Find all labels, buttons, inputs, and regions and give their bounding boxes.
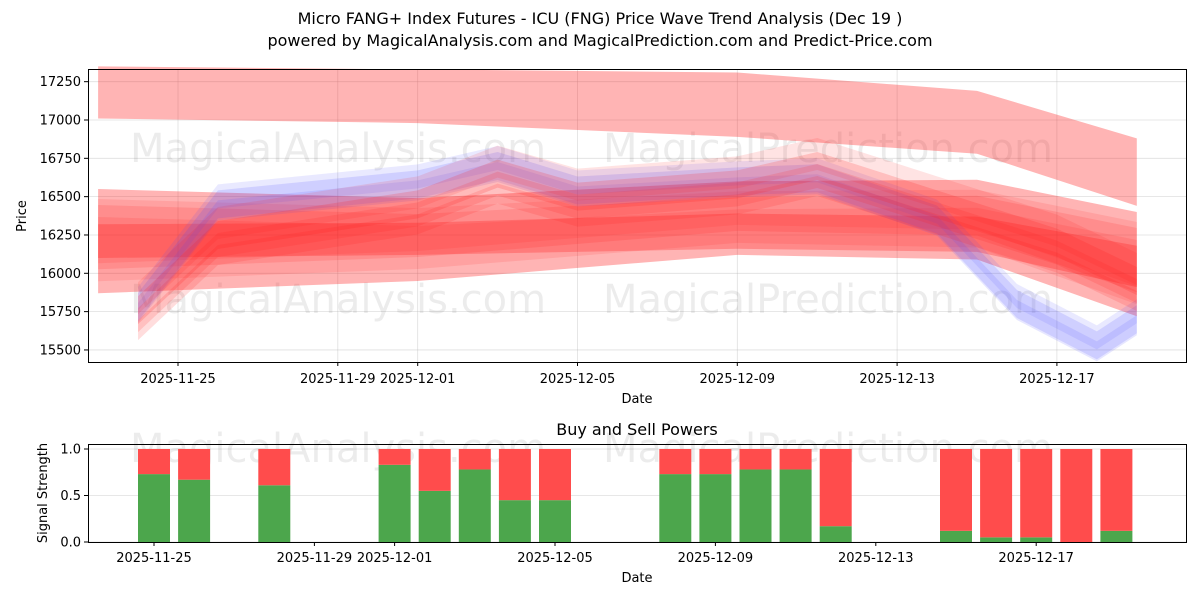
x-tick-label: 2025-11-29 <box>300 372 376 387</box>
main-watermarks: MagicalAnalysis.com MagicalPrediction.com… <box>130 126 1053 323</box>
x-tick-label: 2025-12-05 <box>517 551 593 566</box>
price-y-axis: 15500 15750 16000 16250 16500 16750 17000 17250 <box>40 75 88 358</box>
sell-bar <box>739 449 772 470</box>
buy-bar <box>458 469 491 542</box>
x-tick-label: 2025-11-25 <box>140 372 216 387</box>
x-tick-label: 2025-11-29 <box>277 551 353 566</box>
x-tick-label: 2025-12-09 <box>700 372 776 387</box>
sell-bar <box>178 449 211 480</box>
x-tick-label: 2025-12-01 <box>357 551 433 566</box>
svg-text:MagicalAnalysis.com: MagicalAnalysis.com <box>130 126 546 172</box>
x-tick-label: 2025-12-17 <box>998 551 1074 566</box>
y-tick-label: 15500 <box>40 343 81 358</box>
buy-bar <box>739 469 772 542</box>
sell-bar <box>659 449 692 475</box>
buy-bar <box>378 464 411 542</box>
sell-bar <box>699 449 732 475</box>
y-tick-label: 16250 <box>40 228 81 243</box>
date-x-axis: 2025-11-25 2025-11-29 2025-12-01 2025-12-05… <box>140 362 1095 387</box>
main-grid <box>89 70 1186 362</box>
buy-bar <box>659 474 692 542</box>
y-tick-label: 16750 <box>40 152 81 167</box>
sell-bar <box>1020 449 1053 538</box>
buy-bar <box>1020 537 1053 542</box>
price-wave-bands <box>98 66 1137 362</box>
sell-bar <box>458 449 491 470</box>
buy-bar <box>699 474 732 542</box>
sell-bar <box>258 449 291 486</box>
buy-bar <box>498 500 531 542</box>
chart-subtitle: powered by MagicalAnalysis.com and Magic… <box>267 31 933 50</box>
svg-text:MagicalPrediction.com: MagicalPrediction.com <box>603 126 1053 172</box>
signal-y-axis: 0.0 0.5 1.0 <box>60 443 88 551</box>
y-tick-label: 15750 <box>40 305 81 320</box>
buy-sell-bars <box>138 449 1133 542</box>
sell-bar <box>498 449 531 501</box>
main-y-label: Price <box>15 200 30 232</box>
sell-bar <box>1060 449 1093 542</box>
x-tick-label: 2025-11-25 <box>116 551 192 566</box>
buy-bar <box>980 537 1013 542</box>
y-tick-label: 16500 <box>40 190 81 205</box>
buy-bar <box>1100 530 1133 542</box>
buy-bar <box>940 530 972 542</box>
y-tick-label: 0.5 <box>60 489 81 504</box>
sell-bar <box>819 449 852 527</box>
buy-bar <box>258 485 291 542</box>
x-tick-label: 2025-12-13 <box>838 551 914 566</box>
chart-title: Micro FANG+ Index Futures - ICU (FNG) Pr… <box>297 9 903 28</box>
y-tick-label: 1.0 <box>60 443 81 458</box>
sell-bar <box>779 449 812 470</box>
sell-bar <box>1100 449 1133 531</box>
sell-bar <box>378 449 411 465</box>
buy-bar <box>138 474 170 542</box>
bar-date-x-axis: 2025-11-25 2025-11-29 2025-12-01 2025-12-05… <box>116 542 1074 566</box>
x-tick-label: 2025-12-13 <box>859 372 935 387</box>
svg-text:MagicalAnalysis.com: MagicalAnalysis.com <box>130 277 546 323</box>
y-tick-label: 16000 <box>40 267 81 282</box>
sell-bar <box>539 449 571 501</box>
sell-bar <box>980 449 1013 538</box>
x-tick-label: 2025-12-17 <box>1019 372 1095 387</box>
buy-bar <box>819 526 852 542</box>
main-x-label: Date <box>621 392 652 407</box>
x-tick-label: 2025-12-05 <box>540 372 616 387</box>
bar-chart-title: Buy and Sell Powers <box>556 420 718 439</box>
y-tick-label: 17000 <box>40 114 81 129</box>
bar-plot-frame <box>88 444 1187 543</box>
buy-bar <box>779 469 812 542</box>
bar-y-label: Signal Strength <box>36 443 51 543</box>
x-tick-label: 2025-12-01 <box>380 372 456 387</box>
y-tick-label: 17250 <box>40 75 81 90</box>
sell-bar <box>418 449 451 491</box>
buy-bar <box>418 490 451 542</box>
buy-bar <box>178 479 211 542</box>
bar-x-label: Date <box>621 571 652 586</box>
y-tick-label: 0.0 <box>60 536 81 551</box>
svg-text:MagicalPrediction.com: MagicalPrediction.com <box>603 277 1053 323</box>
main-plot-frame <box>88 69 1187 363</box>
x-tick-label: 2025-12-09 <box>678 551 754 566</box>
sell-bar <box>138 449 170 475</box>
sell-bar <box>940 449 972 531</box>
buy-bar <box>539 500 571 542</box>
